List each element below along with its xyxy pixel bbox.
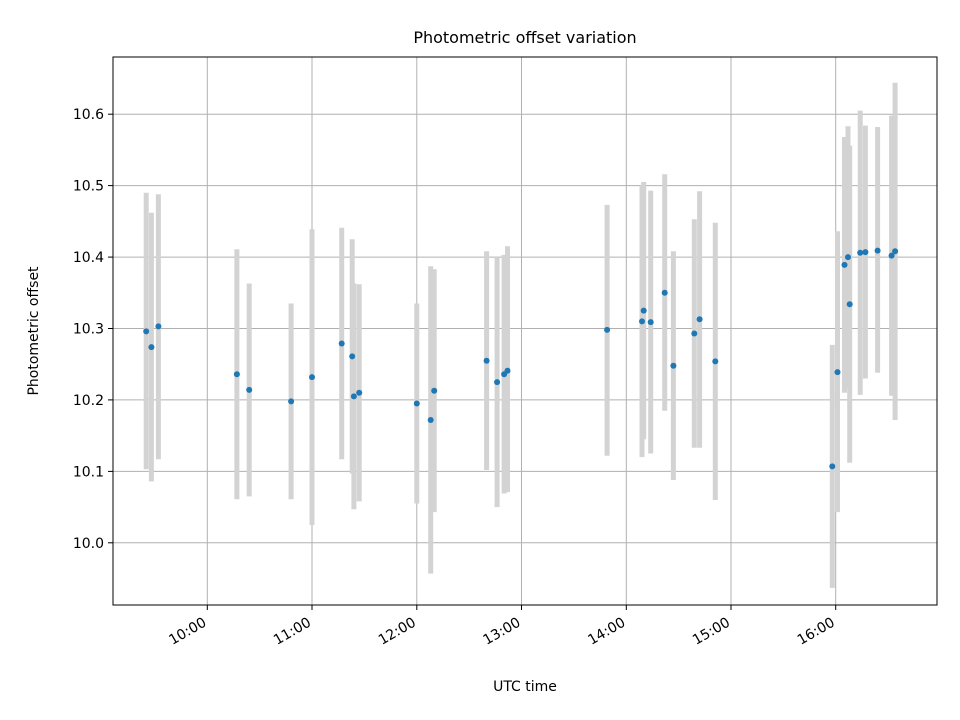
data-point (647, 319, 654, 326)
data-point (661, 289, 668, 296)
chart-title: Photometric offset variation (413, 28, 636, 47)
data-point (604, 326, 611, 333)
data-point (829, 463, 836, 470)
data-point (846, 301, 853, 308)
data-point (834, 369, 841, 376)
y-axis-label: Photometric offset (26, 266, 42, 396)
y-tick-label: 10.3 (73, 322, 104, 338)
x-axis-label: UTC time (493, 679, 557, 695)
data-point (639, 318, 645, 325)
data-point (431, 387, 438, 394)
data-point (670, 362, 677, 369)
data-point (845, 254, 851, 261)
data-point (148, 344, 155, 351)
data-point (413, 400, 420, 407)
data-point (483, 357, 490, 364)
data-point (338, 340, 345, 347)
data-point (892, 248, 899, 255)
data-point (246, 386, 253, 393)
y-axis-ticks: 10.0 10.1 10.2 10.3 10.4 10.5 10.6 (73, 107, 113, 552)
data-point (888, 252, 895, 259)
data-point (356, 389, 363, 396)
data-point (874, 247, 881, 254)
data-point (349, 353, 356, 360)
data-point (691, 330, 698, 337)
data-point (504, 367, 511, 374)
data-point (309, 374, 315, 381)
data-point (143, 328, 150, 335)
plot-frame (112, 56, 938, 606)
data-point (350, 393, 357, 400)
y-tick-label: 10.4 (73, 250, 104, 266)
data-point (427, 417, 434, 423)
y-tick-label: 10.5 (73, 179, 104, 195)
data-point (233, 371, 240, 378)
data-point (155, 323, 162, 330)
data-points (143, 247, 899, 470)
data-point (494, 379, 501, 386)
y-tick-label: 10.6 (73, 107, 104, 123)
data-point (640, 307, 647, 314)
data-point (857, 249, 864, 256)
y-tick-label: 10.2 (73, 393, 104, 409)
y-tick-label: 10.0 (73, 536, 104, 552)
data-point (841, 261, 848, 268)
data-point (712, 358, 719, 365)
data-point (696, 316, 703, 323)
y-tick-label: 10.1 (73, 464, 104, 480)
data-point (862, 249, 869, 256)
data-point (288, 398, 295, 405)
